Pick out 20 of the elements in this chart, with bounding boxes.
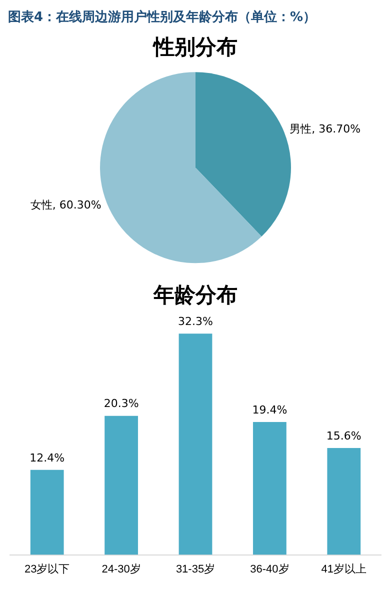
bar xyxy=(30,470,64,555)
data-label: 32.3% xyxy=(178,315,213,328)
slice-label: 女性, 60.30% xyxy=(30,198,102,212)
data-label: 15.6% xyxy=(326,429,362,442)
chart-title: 年龄分布 xyxy=(152,283,238,308)
data-label: 19.4% xyxy=(252,403,288,416)
bar xyxy=(178,334,212,555)
x-tick-label: 41岁以上 xyxy=(321,562,367,576)
chart-title: 性别分布 xyxy=(152,35,238,60)
bar xyxy=(253,422,286,555)
data-label: 20.3% xyxy=(104,397,139,410)
slice-label: 男性, 36.70% xyxy=(290,122,361,136)
x-tick-label: 31-35岁 xyxy=(176,563,216,576)
bar xyxy=(327,448,361,555)
x-tick-label: 24-30岁 xyxy=(102,563,141,576)
x-tick-label: 36-40岁 xyxy=(250,563,290,576)
bar xyxy=(104,416,138,555)
data-label: 12.4% xyxy=(30,451,65,464)
text: 图表4：在线周边游用户性别及年龄分布（单位：%） xyxy=(8,8,316,26)
x-tick-label: 23岁以下 xyxy=(24,562,70,576)
